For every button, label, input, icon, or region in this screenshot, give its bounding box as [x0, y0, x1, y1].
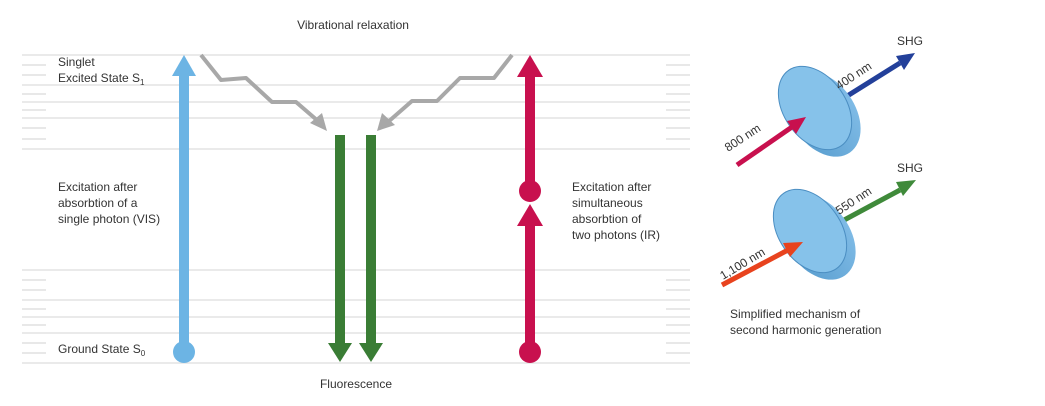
shg-bottom-mechanism: 1,100 nm 550 nm SHG — [717, 161, 923, 288]
vibrational-relaxation-arrows — [199, 53, 514, 131]
vis-excitation-arrow — [172, 55, 196, 363]
input-arrow-head — [787, 117, 806, 134]
svg-text:absorbtion of: absorbtion of — [572, 212, 642, 226]
output-arrow-head — [896, 180, 916, 196]
svg-text:Simplified mechanism of: Simplified mechanism of — [730, 307, 861, 321]
excited-state-levels — [22, 54, 690, 150]
output-arrow-head — [896, 53, 915, 70]
level-ticks — [22, 64, 690, 354]
input-arrow-head — [783, 242, 803, 257]
svg-text:simultaneous: simultaneous — [572, 196, 643, 210]
vibrational-relaxation-label: Vibrational relaxation — [297, 18, 409, 32]
svg-text:Excitation after: Excitation after — [572, 180, 651, 194]
ground-state-label: Ground State S0 — [58, 342, 146, 358]
single-photon-description: Excitation after absorbtion of a single … — [58, 180, 160, 226]
two-photon-description: Excitation after simultaneous absorbtion… — [572, 180, 660, 242]
fluorescence-label: Fluorescence — [320, 377, 392, 391]
shg-label: SHG — [897, 161, 923, 175]
input-beam — [720, 247, 790, 288]
shg-caption: Simplified mechanism of second harmonic … — [730, 307, 881, 337]
svg-text:Excitation after: Excitation after — [58, 180, 137, 194]
svg-text:Excited State S1: Excited State S1 — [58, 71, 145, 87]
ground-state-levels — [22, 269, 690, 364]
fluorescence-arrows — [328, 135, 383, 362]
ir-excitation-arrows — [517, 55, 543, 363]
excited-state-label: Singlet Excited State S1 — [58, 55, 145, 87]
input-beam — [735, 124, 794, 168]
svg-text:Singlet: Singlet — [58, 55, 95, 69]
svg-text:two photons (IR): two photons (IR) — [572, 228, 660, 242]
svg-text:absorbtion of a: absorbtion of a — [58, 196, 138, 210]
shg-top-mechanism: 800 nm 400 nm SHG — [722, 34, 923, 168]
svg-text:second harmonic generation: second harmonic generation — [730, 323, 881, 337]
output-wavelength-label: 400 nm — [833, 59, 874, 93]
shg-label: SHG — [897, 34, 923, 48]
svg-text:single photon (VIS): single photon (VIS) — [58, 212, 160, 226]
